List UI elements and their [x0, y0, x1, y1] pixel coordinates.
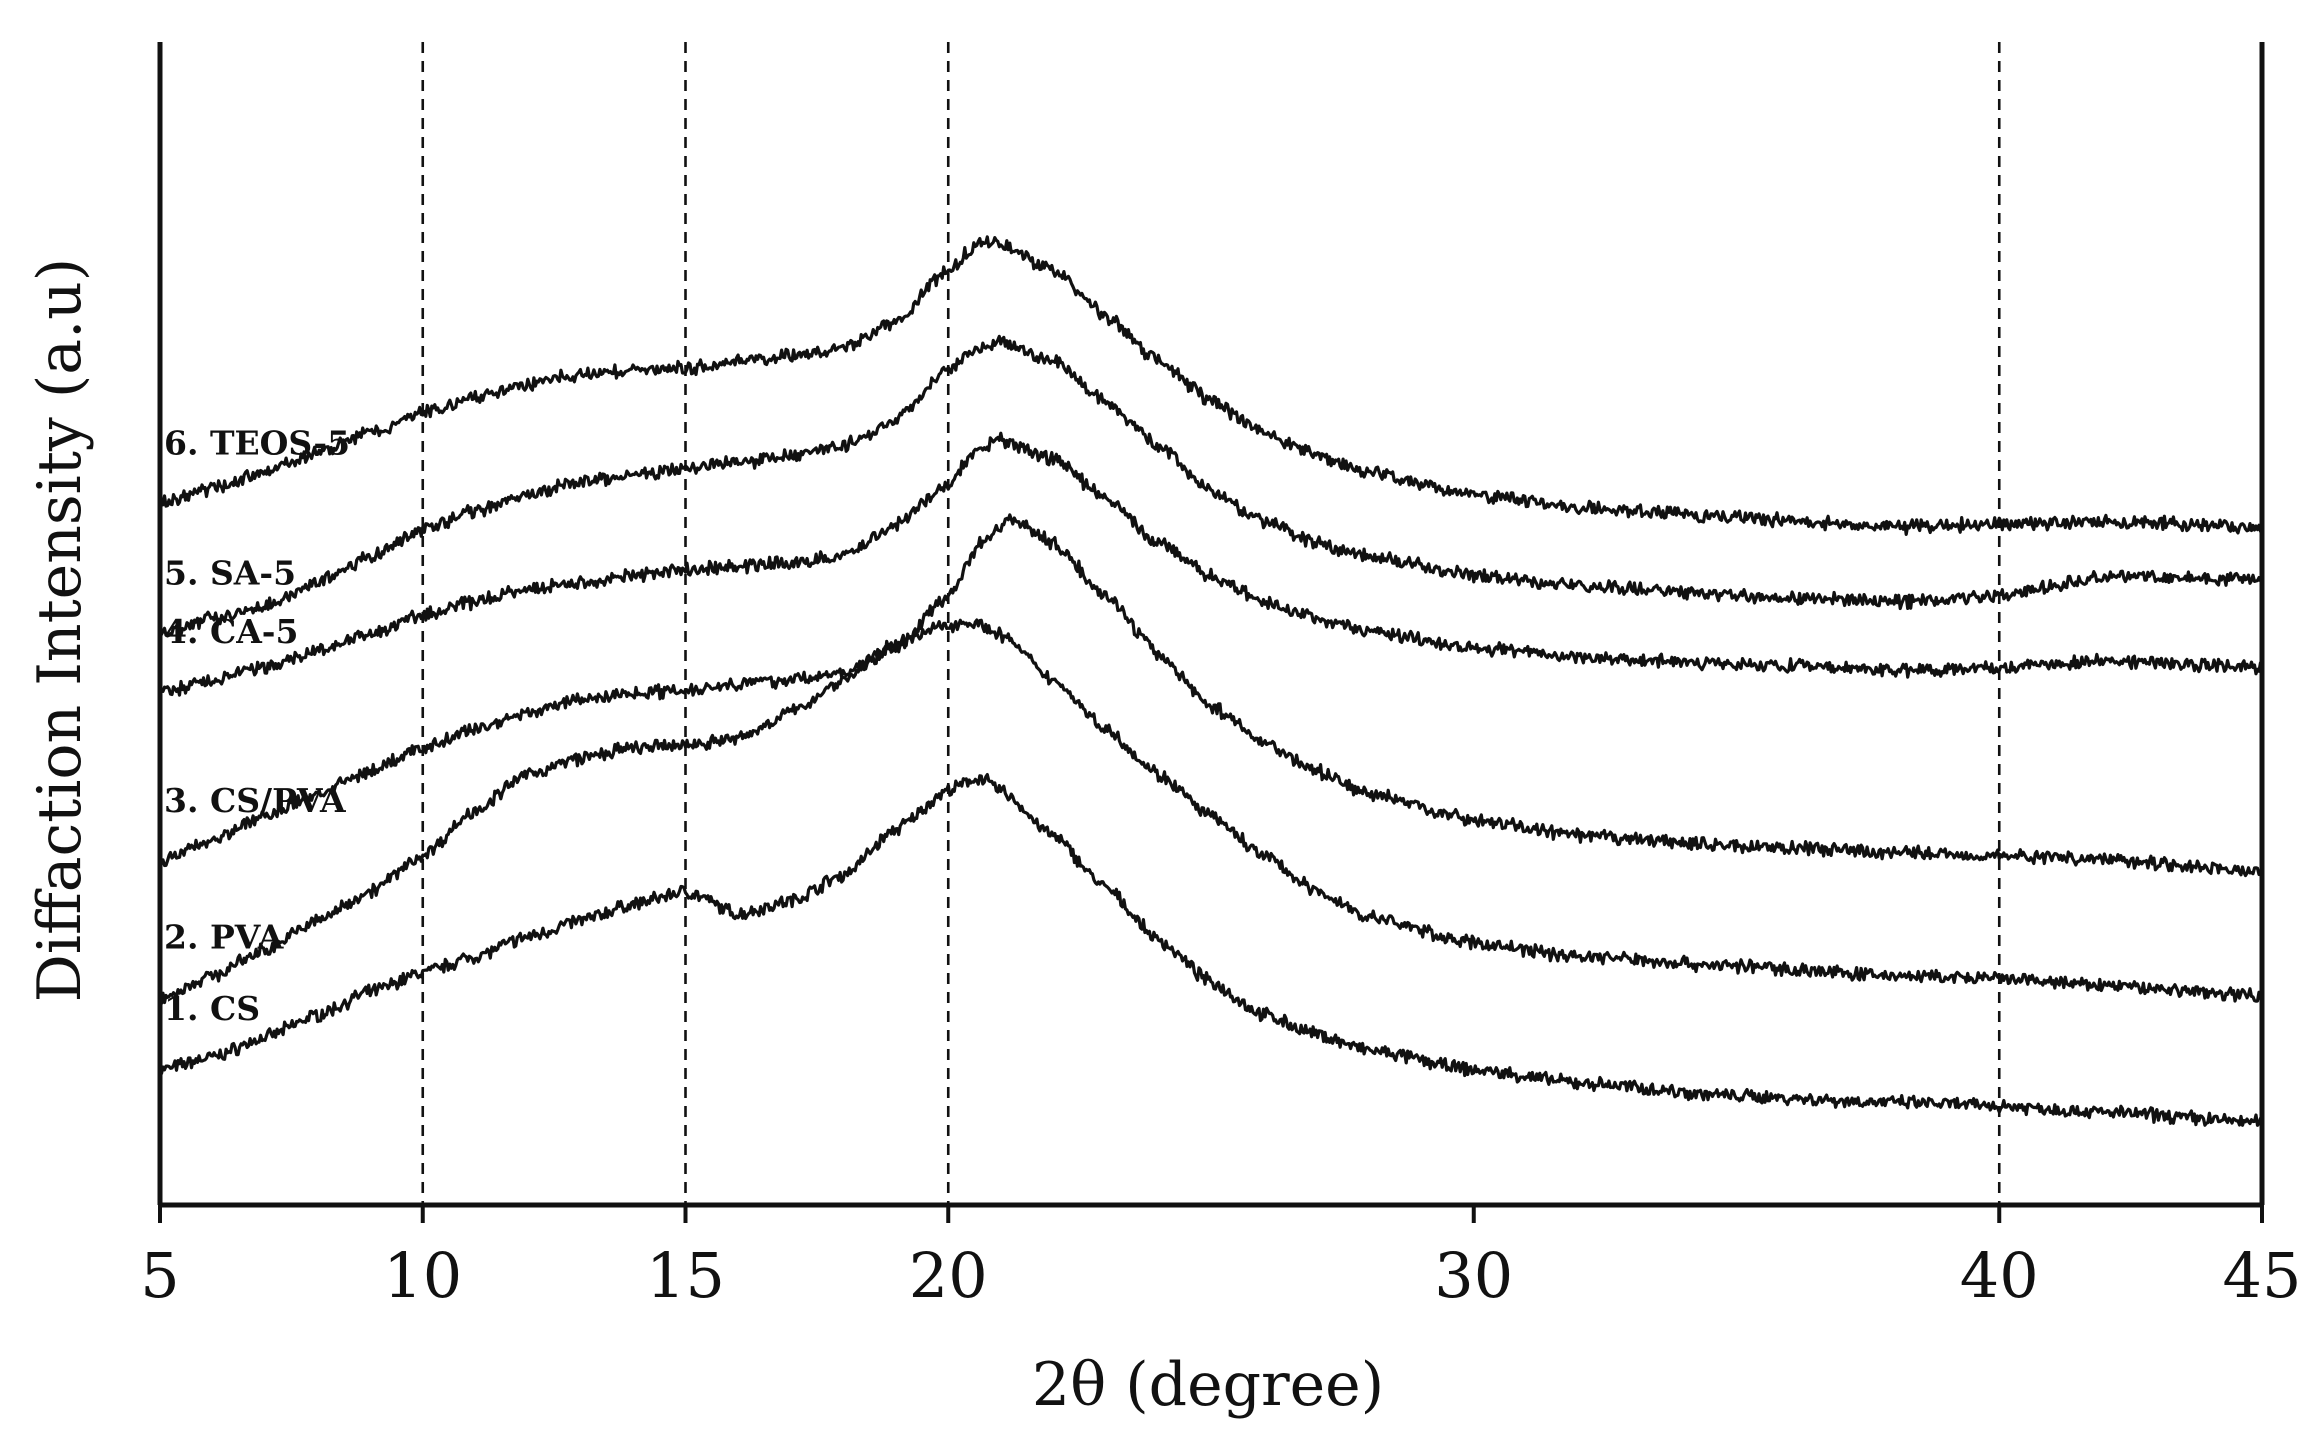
series-label-4: 4. CA-5: [164, 612, 298, 651]
series-label-3: 3. CS/PVA: [164, 781, 346, 820]
series-label-6: 6. TEOS-5: [164, 424, 350, 463]
y-axis-title: Diffaction Intensity (a.u): [25, 258, 95, 1002]
series-line-3: [158, 513, 2263, 878]
series-line-5: [158, 334, 2264, 638]
x-tick-label-30: 30: [1434, 1239, 1513, 1312]
x-tick-label-45: 45: [2223, 1239, 2302, 1312]
series-line-4: [159, 431, 2264, 697]
plot-frame: [157, 42, 2265, 1208]
series-label-5: 5. SA-5: [164, 554, 296, 593]
series-label-1: 1. CS: [164, 989, 260, 1028]
reference-lines: [421, 42, 2001, 1205]
series-line-1: [159, 773, 2264, 1127]
series-labels: 1. CS 2. PVA 3. CS/PVA 4. CA-5 5. SA-5 6. TEO…: [164, 424, 350, 1029]
x-tick-label-15: 15: [646, 1239, 725, 1312]
series-line-6: [159, 235, 2264, 536]
x-tick-label-10: 10: [383, 1239, 462, 1312]
x-tick-label-5: 5: [140, 1239, 179, 1312]
x-axis-ticks: 5 10 15 20 30 40 45: [140, 1205, 2301, 1312]
x-tick-label-20: 20: [909, 1239, 988, 1312]
series-traces: [158, 235, 2264, 1127]
x-tick-label-40: 40: [1960, 1239, 2039, 1312]
series-label-2: 2. PVA: [164, 918, 284, 957]
series-line-2: [158, 618, 2264, 1005]
x-axis-title: 2θ (degree): [1032, 1350, 1384, 1420]
